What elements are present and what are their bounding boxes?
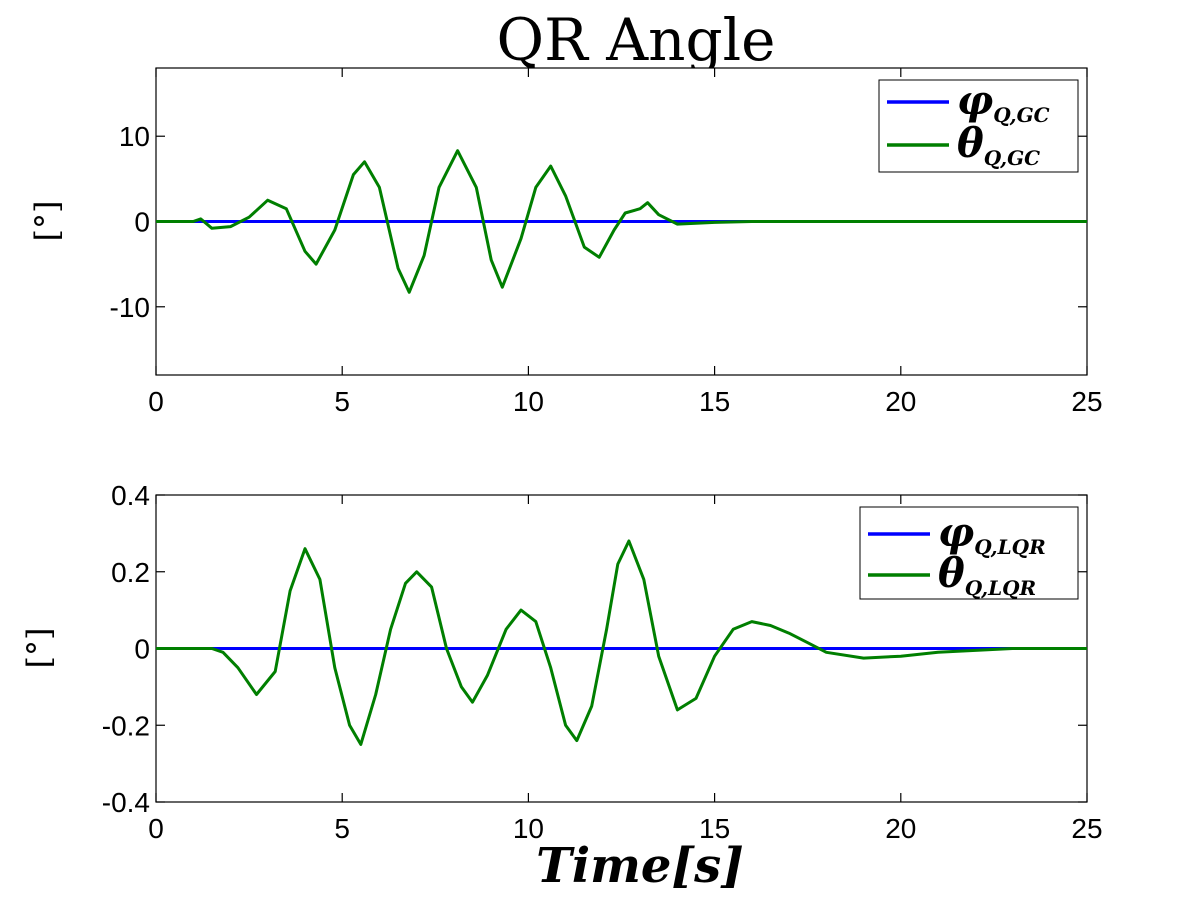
legend-lqr: φQ,LQR θQ,LQR — [859, 506, 1079, 600]
x-tick-label-gc: 0 — [148, 386, 164, 417]
x-tick-label-gc: 5 — [334, 386, 350, 417]
legend-theta-symbol-lqr: θ — [938, 550, 965, 597]
legend-theta-subscript-gc: Q,GC — [984, 146, 1040, 170]
ticks-gc: 0 5 10 15 20 25 -10 0 10 — [110, 68, 1103, 417]
x-tick-label-gc: 15 — [699, 386, 730, 417]
y-tick-label-gc: 0 — [134, 207, 150, 238]
lines-gc — [156, 149, 1087, 294]
lines-lqr — [156, 539, 1087, 746]
legend-box-lqr — [859, 506, 1079, 600]
y-tick-label-lqr: 0.2 — [111, 557, 150, 588]
x-tick-label-gc: 20 — [885, 386, 916, 417]
series-line-theta-gc — [156, 149, 1087, 294]
x-tick-label-lqr: 0 — [148, 813, 164, 844]
legend-theta-subscript-lqr: Q,LQR — [965, 576, 1037, 600]
y-tick-label-lqr: -0.4 — [102, 787, 150, 818]
y-tick-label-lqr: 0.4 — [111, 480, 150, 511]
legend-phi-symbol-gc: φ — [957, 77, 993, 124]
chart-title: QR Angle — [497, 6, 776, 74]
y-tick-label-lqr: 0 — [134, 634, 150, 665]
legend-entry-phi-lqr: φQ,LQR — [938, 509, 1046, 559]
legend-phi-symbol-lqr: φ — [938, 509, 974, 556]
legend-entry-theta-gc: θQ,GC — [957, 120, 1040, 170]
y-tick-label-gc: -10 — [110, 292, 150, 323]
x-axis-label: Time[s] — [536, 838, 744, 894]
x-tick-label-gc: 25 — [1071, 386, 1102, 417]
subplot-lqr: 0 5 10 15 20 25-0.4-0.200.20.4 [°] φQ,LQR θQ,… — [20, 480, 1103, 844]
legend-theta-symbol-gc: θ — [957, 120, 984, 167]
x-tick-label-lqr: 15 — [699, 813, 730, 844]
ticks-lqr: 0 5 10 15 20 25 -0.4 -0.2 0 0.2 0.4 — [102, 480, 1103, 844]
y-tick-label-lqr: -0.2 — [102, 710, 150, 741]
y-axis-label-lqr: [°] — [20, 628, 58, 669]
legend-entry-phi-gc: φQ,GC — [957, 77, 1050, 127]
x-tick-label-gc: 10 — [513, 386, 544, 417]
series-line-theta-lqr — [156, 539, 1087, 746]
legend-gc: φQ,GC θQ,GC — [878, 77, 1079, 173]
legend-box-gc — [878, 79, 1079, 173]
legend-phi-subscript-gc: Q,GC — [993, 103, 1049, 127]
x-tick-label-lqr: 5 — [334, 813, 350, 844]
legend-phi-subscript-lqr: Q,LQR — [974, 535, 1046, 559]
x-tick-label-lqr: 20 — [885, 813, 916, 844]
x-tick-label-lqr: 25 — [1071, 813, 1102, 844]
y-axis-label-gc: [°] — [28, 201, 66, 242]
y-tick-label-gc: 10 — [119, 121, 150, 152]
x-tick-label-lqr: 10 — [513, 813, 544, 844]
legend-entry-theta-lqr: θQ,LQR — [938, 550, 1036, 600]
